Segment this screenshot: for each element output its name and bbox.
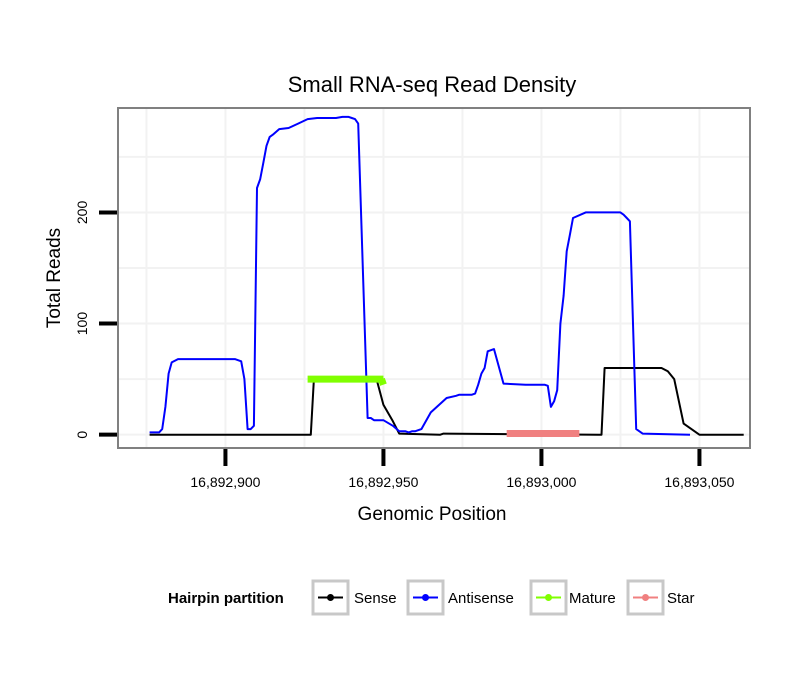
x-tick-label: 16,893,000: [506, 474, 576, 490]
legend-label-star: Star: [667, 590, 695, 607]
x-tick-label: 16,892,900: [190, 474, 260, 490]
legend-label-antisense: Antisense: [448, 590, 514, 607]
legend-title: Hairpin partition: [168, 590, 284, 607]
legend-label-sense: Sense: [354, 590, 397, 607]
series-sense-line: [149, 367, 744, 436]
segment-mature-end: [378, 377, 387, 386]
legend: Hairpin partition Sense Antisense Mature St…: [168, 579, 695, 616]
series-antisense-line: [149, 115, 691, 436]
legend-key-star-dot: [642, 594, 649, 601]
gridlines: [118, 108, 750, 448]
x-axis: 16,892,900 16,892,950 16,893,000 16,893,050: [190, 449, 735, 490]
plot-panel-border: [117, 107, 751, 449]
y-tick-label: 200: [74, 201, 90, 225]
legend-key-antisense-dot: [422, 594, 429, 601]
x-axis-title: Genomic Position: [358, 504, 507, 525]
series-layer: [149, 115, 744, 438]
y-axis: 0 100 200: [74, 201, 117, 439]
y-axis-title: Total Reads: [44, 228, 65, 328]
chart-title: Small RNA-seq Read Density: [288, 72, 577, 97]
x-tick-label: 16,893,050: [664, 474, 734, 490]
y-tick-label: 100: [74, 312, 90, 336]
y-tick-label: 0: [74, 431, 90, 439]
legend-key-sense-dot: [327, 594, 334, 601]
legend-key-mature-dot: [545, 594, 552, 601]
x-tick-label: 16,892,950: [348, 474, 418, 490]
legend-label-mature: Mature: [569, 590, 616, 607]
